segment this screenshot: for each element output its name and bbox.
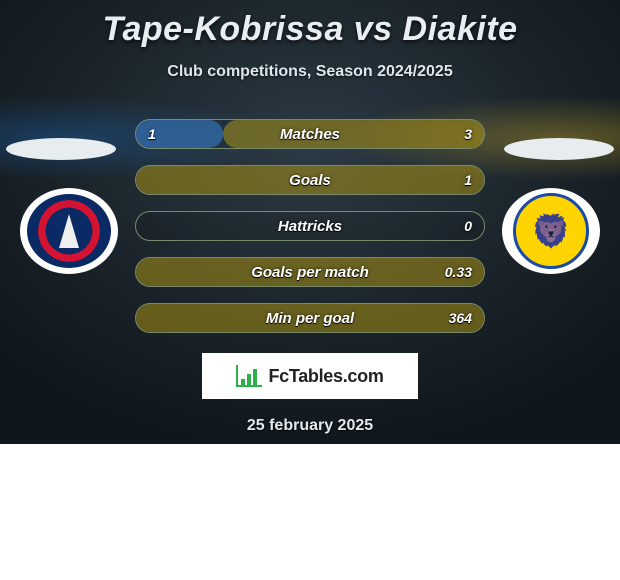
subtitle: Club competitions, Season 2024/2025	[0, 63, 620, 81]
brand-label: FcTables.com	[268, 366, 383, 387]
brand-chart-icon	[236, 365, 262, 387]
stat-row: 13Matches	[135, 119, 485, 149]
date-line: 25 february 2025	[0, 417, 620, 435]
stat-value-right: 364	[449, 310, 472, 326]
stat-value-right: 0.33	[445, 264, 472, 280]
stat-fill-right	[136, 166, 484, 194]
psg-crest	[27, 194, 111, 268]
stat-row: 0.33Goals per match	[135, 257, 485, 287]
stat-fill-right	[136, 304, 484, 332]
club-badge-left	[20, 188, 118, 274]
whitespace-below	[0, 444, 620, 580]
stat-fill-right	[136, 258, 484, 286]
stats-list: 13Matches1Goals0Hattricks0.33Goals per m…	[135, 119, 485, 333]
briochin-crest: 🦁	[513, 193, 589, 269]
stat-value-right: 0	[464, 218, 472, 234]
eiffel-icon	[59, 214, 79, 248]
player-photo-left-placeholder	[6, 138, 116, 160]
comparison-card: Tape-Kobrissa vs Diakite Club competitio…	[0, 0, 620, 444]
griffin-icon: 🦁	[531, 215, 571, 247]
brand-box: FcTables.com	[202, 353, 418, 399]
stat-value-left: 1	[148, 126, 156, 142]
stat-value-right: 3	[464, 126, 472, 142]
stat-row: 364Min per goal	[135, 303, 485, 333]
stat-fill-right	[223, 120, 484, 148]
club-badge-right: 🦁	[502, 188, 600, 274]
page-title: Tape-Kobrissa vs Diakite	[0, 10, 620, 49]
stat-label: Hattricks	[136, 218, 484, 235]
stat-row: 0Hattricks	[135, 211, 485, 241]
stat-row: 1Goals	[135, 165, 485, 195]
stat-value-right: 1	[464, 172, 472, 188]
player-photo-right-placeholder	[504, 138, 614, 160]
